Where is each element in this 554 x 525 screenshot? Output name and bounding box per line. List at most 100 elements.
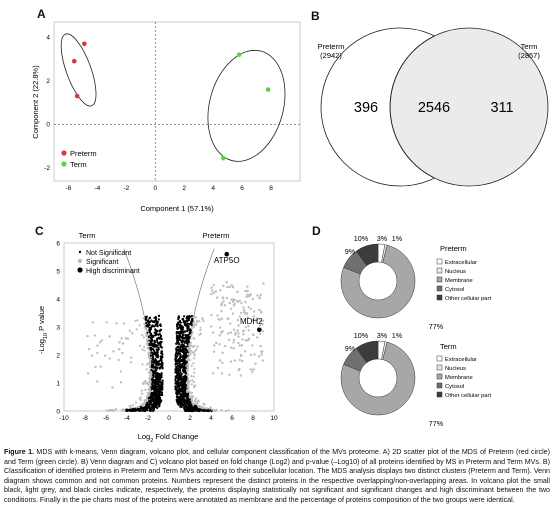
volcano-point-not-significant <box>156 397 159 400</box>
volcano-point-not-significant <box>151 380 155 384</box>
volcano-point-significant <box>186 365 189 368</box>
volcano-point-significant <box>203 403 206 406</box>
volcano-point-significant <box>191 401 194 404</box>
volcano-point-not-significant <box>189 328 192 331</box>
volcano-point-significant <box>214 409 217 412</box>
volcano-point-not-significant <box>181 331 184 334</box>
mds-point-preterm <box>82 41 87 47</box>
volcano-point-significant <box>202 406 205 409</box>
volcano-point-not-significant <box>189 322 193 325</box>
volcano-point-not-significant <box>154 380 157 383</box>
volcano-point-significant <box>186 357 189 360</box>
volcano-point-not-significant <box>176 400 179 404</box>
volcano-point-significant <box>222 297 225 300</box>
volcano-point-not-significant <box>178 384 182 387</box>
volcano-point-not-significant <box>180 349 184 352</box>
volcano-point-significant <box>221 296 225 299</box>
volcano-point-significant <box>129 361 133 364</box>
volcano-point-not-significant <box>182 356 185 359</box>
volcano-point-not-significant <box>185 341 188 345</box>
volcano-point-not-significant <box>178 337 181 340</box>
volcano-point-not-significant <box>158 362 161 365</box>
volcano-point-not-significant <box>188 406 192 409</box>
volcano-point-not-significant <box>175 371 178 374</box>
volcano-point-not-significant <box>186 339 189 342</box>
volcano-point-not-significant <box>176 327 179 330</box>
volcano-point-not-significant <box>153 401 157 405</box>
volcano-point-significant <box>134 401 138 404</box>
donut-percent-label: 3% <box>377 331 388 340</box>
volcano-point-not-significant <box>155 403 159 406</box>
volcano-point-not-significant <box>195 406 198 410</box>
volcano-point-not-significant <box>182 358 185 361</box>
volcano-point-not-significant <box>175 388 178 392</box>
volcano-point-not-significant <box>144 318 147 321</box>
volcano-point-significant <box>190 394 193 397</box>
volcano-x-tick-label: 6 <box>230 415 234 422</box>
volcano-point-not-significant <box>181 362 184 365</box>
volcano-point-not-significant <box>186 409 189 412</box>
volcano-point-not-significant <box>187 402 190 405</box>
volcano-point-not-significant <box>177 317 180 320</box>
volcano-point-not-significant <box>184 372 187 375</box>
volcano-point-significant <box>149 359 152 363</box>
volcano-point-significant <box>252 310 256 313</box>
volcano-point-not-significant <box>151 398 155 401</box>
volcano-point-not-significant <box>185 401 188 404</box>
volcano-point-not-significant <box>153 379 156 382</box>
volcano-point-not-significant <box>146 404 149 407</box>
volcano-point-not-significant <box>155 361 158 364</box>
volcano-point-not-significant <box>184 321 187 324</box>
volcano-point-significant <box>144 388 147 391</box>
volcano-point-significant <box>210 286 213 290</box>
volcano-point-not-significant <box>177 395 180 399</box>
volcano-point-not-significant <box>196 408 199 411</box>
volcano-point-not-significant <box>183 398 186 401</box>
volcano-point-significant <box>258 323 262 327</box>
volcano-point-not-significant <box>135 409 138 412</box>
volcano-point-not-significant <box>180 358 183 361</box>
volcano-point-significant <box>192 402 195 405</box>
volcano-point-not-significant <box>179 346 183 349</box>
volcano-point-not-significant <box>177 375 180 379</box>
volcano-point-significant <box>144 401 147 404</box>
volcano-point-not-significant <box>133 408 137 412</box>
volcano-point-significant <box>122 409 125 412</box>
volcano-point-not-significant <box>176 395 179 399</box>
donut-legend-label: Nucleus <box>445 269 466 275</box>
volcano-point-not-significant <box>175 331 178 334</box>
volcano-point-not-significant <box>153 382 156 385</box>
volcano-point-significant <box>94 365 97 369</box>
volcano-point-significant <box>146 382 149 385</box>
volcano-point-not-significant <box>187 408 190 411</box>
volcano-label-atp5o: ATP5O <box>214 256 240 265</box>
volcano-point-significant <box>148 352 152 355</box>
volcano-point-significant <box>187 362 190 365</box>
volcano-point-significant <box>253 353 256 356</box>
volcano-point-not-significant <box>149 344 153 347</box>
volcano-point-significant <box>186 385 189 389</box>
volcano-point-significant <box>232 341 235 344</box>
volcano-point-significant <box>187 348 191 352</box>
volcano-point-not-significant <box>149 347 153 350</box>
volcano-legend-marker <box>77 267 83 273</box>
volcano-point-significant <box>192 316 196 319</box>
volcano-point-not-significant <box>156 341 159 344</box>
volcano-point-not-significant <box>157 373 160 376</box>
volcano-point-not-significant <box>161 393 164 397</box>
volcano-point-not-significant <box>174 368 177 371</box>
volcano-point-not-significant <box>147 335 151 339</box>
volcano-point-not-significant <box>154 365 157 368</box>
volcano-point-not-significant <box>161 364 164 368</box>
volcano-point-not-significant <box>151 344 155 347</box>
volcano-point-not-significant <box>157 405 160 408</box>
volcano-point-not-significant <box>160 346 163 349</box>
volcano-point-not-significant <box>177 389 181 393</box>
volcano-point-not-significant <box>191 407 195 410</box>
volcano-point-significant <box>242 306 245 309</box>
volcano-point-not-significant <box>188 323 192 326</box>
volcano-point-not-significant <box>183 407 186 410</box>
volcano-point-significant <box>232 347 236 350</box>
volcano-point-not-significant <box>182 390 185 393</box>
volcano-legend-marker <box>77 258 83 264</box>
